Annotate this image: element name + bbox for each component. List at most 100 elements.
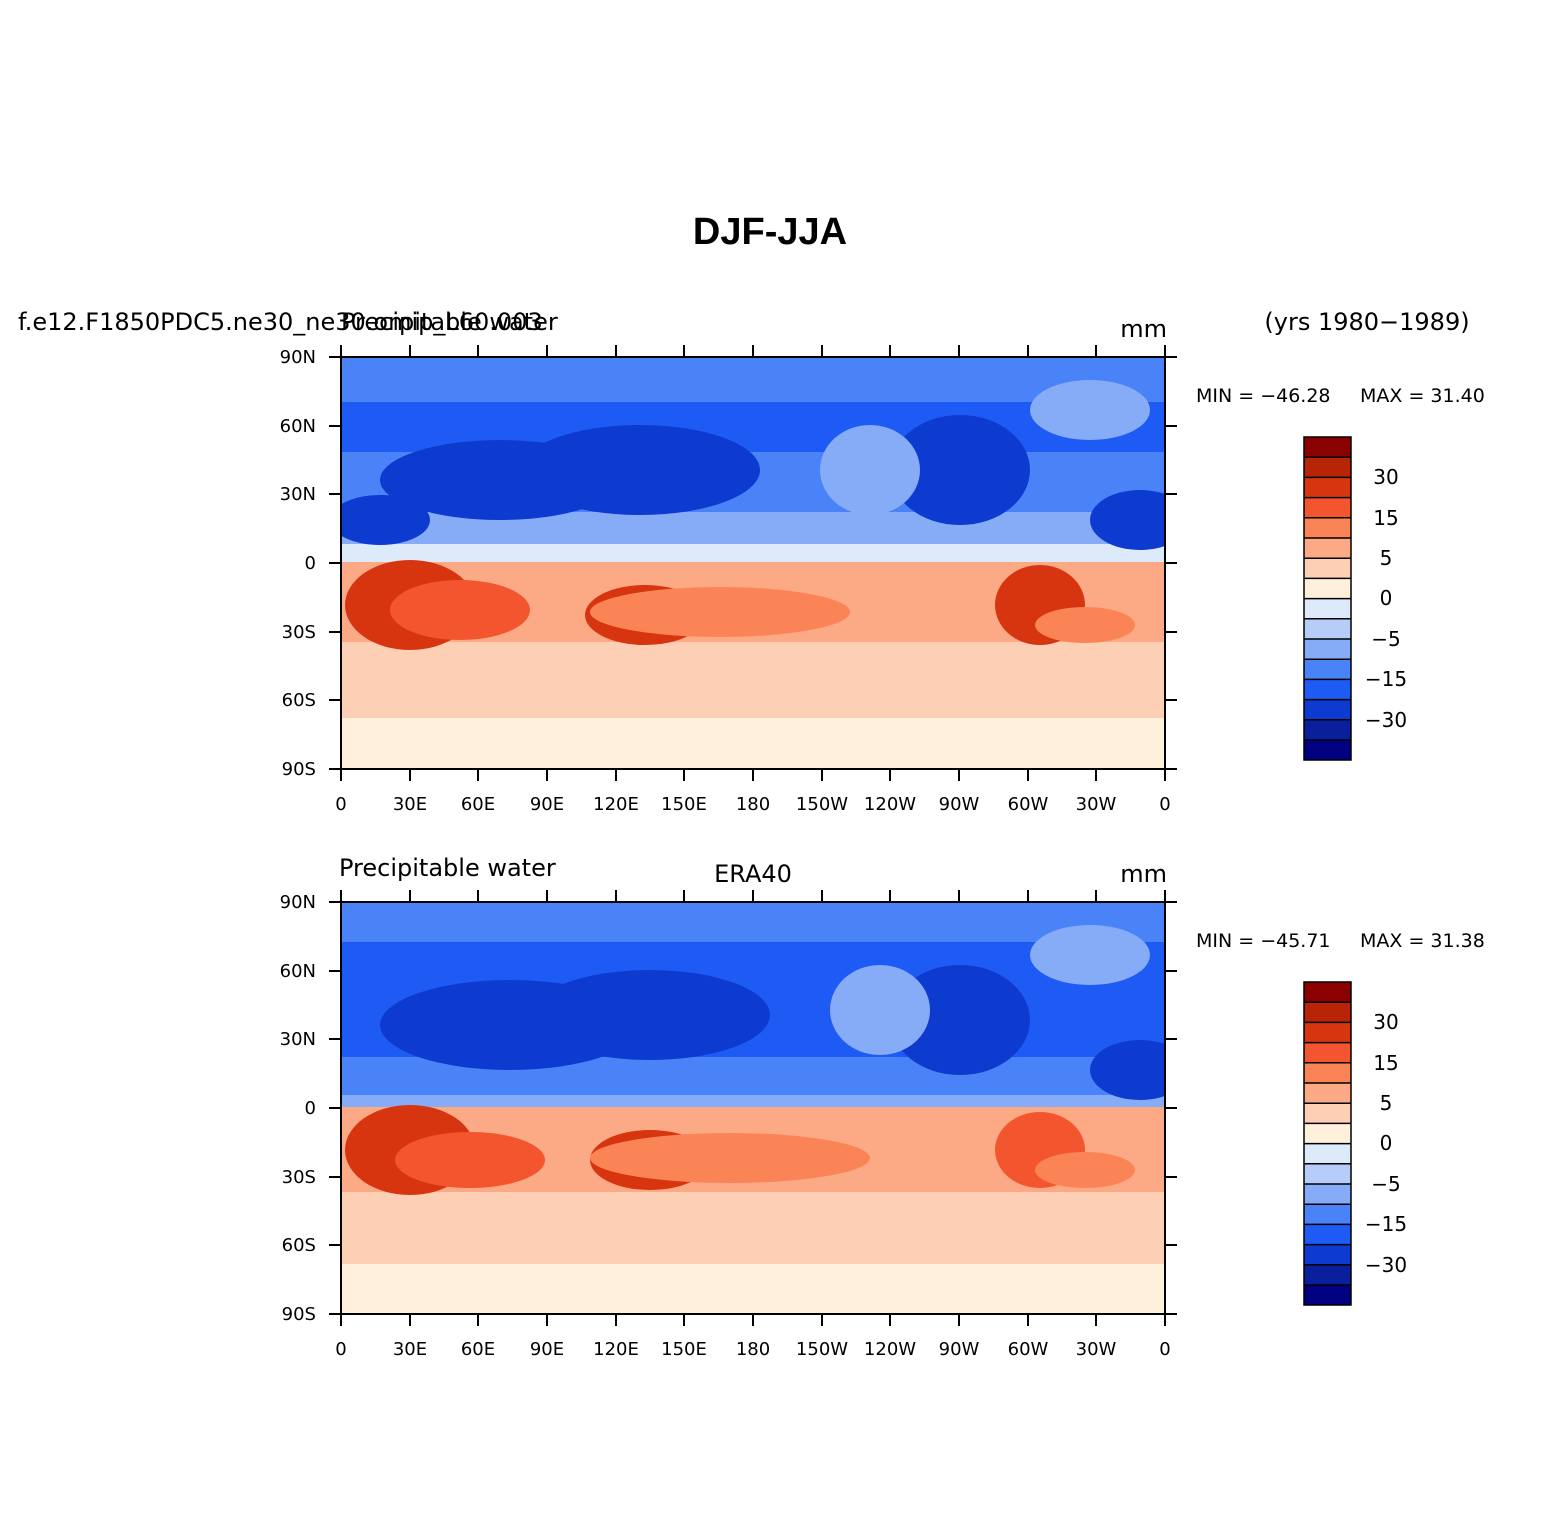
lat-tick-label: 60S [282,1235,316,1256]
colorbar: −30 −15 −5 0 5 15 30 [1303,436,1407,761]
lon-tick-label: 150W [796,1339,848,1360]
lon-tick-label: 30W [1076,794,1117,815]
colorbar-label: 15 [1373,1051,1398,1075]
panel-min-label: MIN = −46.28 [1196,385,1331,407]
colorbar-box [1304,598,1351,619]
lon-tick-label: 90E [530,794,564,815]
map-panel-era40: Precipitable water ERA40 mm MIN = −45.71… [280,854,1485,1360]
colorbar-box [1304,1163,1351,1184]
panel-center-label: ERA40 [714,860,792,888]
lat-tick-label: 90N [280,347,316,368]
lon-axis [340,890,1166,1326]
colorbar-label: 30 [1373,465,1398,489]
colorbar-label: 30 [1373,1010,1398,1034]
colorbar-box [1304,719,1351,740]
lat-tick-label: 30N [280,1029,316,1050]
map-field [341,902,1165,1314]
colorbar-box [1304,679,1351,700]
colorbar-label: −15 [1365,1212,1407,1236]
lat-tick-label: 60S [282,690,316,711]
lat-tick-label: 30S [282,622,316,643]
colorbar-label: 15 [1373,506,1398,530]
lon-tick-label: 0 [1159,794,1170,815]
colorbar-box [1304,1224,1351,1245]
colorbar-label: 5 [1380,546,1393,570]
colorbar-box [1304,1083,1351,1104]
colorbar-box [1304,982,1351,1003]
colorbar-box [1304,517,1351,538]
lat-tick-label: 90N [280,892,316,913]
lat-tick-label: 60N [280,961,316,982]
colorbar-label: −30 [1365,708,1407,732]
colorbar-box [1304,659,1351,680]
lon-tick-label: 90W [939,1339,980,1360]
colorbar-box [1304,1264,1351,1285]
colorbar: −30 −15 −5 0 5 15 30 [1303,981,1407,1306]
lat-tick-label: 30N [280,484,316,505]
panel-units-label: mm [1120,315,1167,343]
colorbar-box [1304,699,1351,720]
map-field [341,357,1165,769]
colorbar-label: 0 [1380,586,1393,610]
map-panel-model: f.e12.F1850PDC5.ne30_ne30.omip_L60.003 P… [18,308,1485,815]
lon-tick-label: 90E [530,1339,564,1360]
lon-tick-label: 0 [335,794,346,815]
lat-tick-label: 90S [282,759,316,780]
lat-tick-label: 30S [282,1167,316,1188]
lon-axis [340,345,1166,781]
colorbar-label: −15 [1365,667,1407,691]
panel-variable-label: Precipitable water [341,308,558,336]
panel-max-label: MAX = 31.38 [1360,930,1485,952]
lon-tick-label: 30W [1076,1339,1117,1360]
colorbar-label: 0 [1380,1131,1393,1155]
lat-axis [329,356,1177,770]
colorbar-box [1304,558,1351,579]
panel-left-label: Precipitable water [339,854,556,882]
lon-tick-label: 60W [1008,794,1049,815]
colorbar-box [1304,1285,1351,1306]
colorbar-label: 5 [1380,1091,1393,1115]
lon-tick-labels: 0 30E 60E 90E 120E 150E 180 150W 120W 90… [335,1339,1170,1360]
lat-tick-labels: 90N 60N 30N 0 30S 60S 90S [280,892,316,1325]
colorbar-box [1304,457,1351,478]
colorbar-box [1304,639,1351,660]
colorbar-box [1304,477,1351,498]
panel-left-label: f.e12.F1850PDC5.ne30_ne30.omip_L60.003 [18,308,543,336]
colorbar-box [1304,1204,1351,1225]
lat-axis [329,901,1177,1315]
lon-tick-label: 30E [393,794,427,815]
colorbar-box [1304,1002,1351,1023]
panel-max-label: MAX = 31.40 [1360,385,1485,407]
colorbar-box [1304,1042,1351,1063]
lon-tick-label: 150E [661,794,707,815]
lon-tick-label: 0 [1159,1339,1170,1360]
lat-tick-label: 90S [282,1304,316,1325]
colorbar-label: −30 [1365,1253,1407,1277]
lon-tick-label: 120W [864,794,916,815]
colorbar-box [1304,1062,1351,1083]
lat-tick-label: 60N [280,416,316,437]
lon-tick-label: 120E [593,1339,639,1360]
lon-tick-label: 150E [661,1339,707,1360]
lon-tick-label: 150W [796,794,848,815]
lon-tick-label: 90W [939,794,980,815]
lon-tick-label: 180 [736,794,770,815]
lon-tick-label: 120W [864,1339,916,1360]
colorbar-label: −5 [1371,627,1400,651]
lon-tick-label: 60E [461,794,495,815]
colorbar-label: −5 [1371,1172,1400,1196]
lat-tick-label: 0 [305,553,316,574]
panel-min-label: MIN = −45.71 [1196,930,1331,952]
colorbar-box [1304,497,1351,518]
panel-units-label: mm [1120,860,1167,888]
colorbar-box [1304,1244,1351,1265]
lon-tick-label: 60E [461,1339,495,1360]
colorbar-box [1304,1123,1351,1144]
colorbar-box [1304,618,1351,639]
lon-tick-label: 120E [593,794,639,815]
lon-tick-label: 180 [736,1339,770,1360]
colorbar-box [1304,740,1351,761]
years-label: (yrs 1980−1989) [1264,308,1469,336]
colorbar-box [1304,1022,1351,1043]
